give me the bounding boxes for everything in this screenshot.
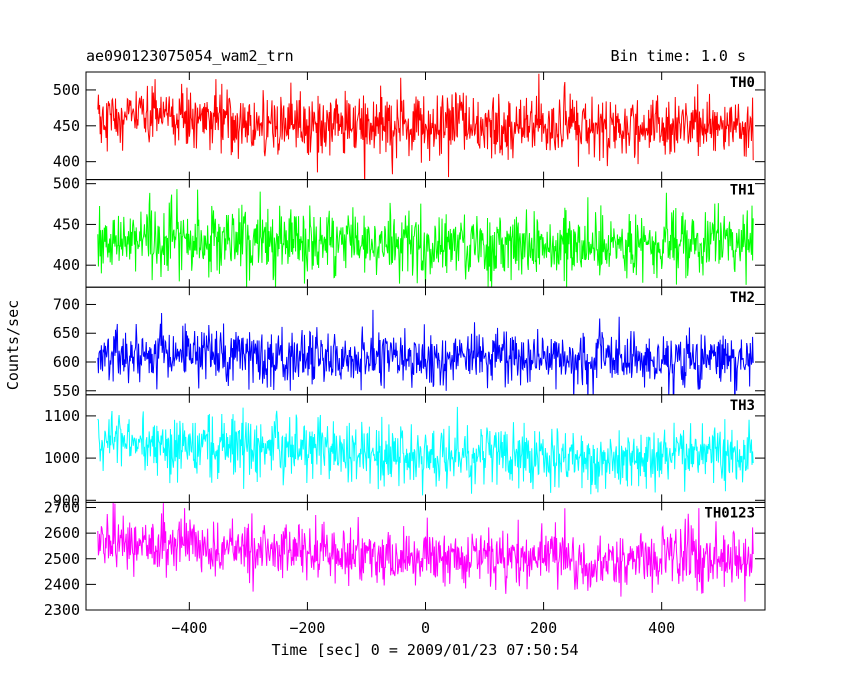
y-tick-label: 2700 <box>44 499 80 517</box>
y-tick-label: 600 <box>53 353 80 371</box>
y-tick-label: 400 <box>53 256 80 274</box>
series-line-th2 <box>97 309 754 395</box>
panel-th3: 900 1000 1100 TH3 <box>44 394 766 509</box>
y-tick-label: 450 <box>53 215 80 233</box>
y-tick-label: 2300 <box>44 601 80 619</box>
y-tick-label: 650 <box>53 324 80 342</box>
x-tick-label: 400 <box>648 619 675 637</box>
panel-th0: 400 450 500 TH0 <box>53 71 766 181</box>
y-tick-label: 500 <box>53 81 80 99</box>
y-tick-label: 500 <box>53 175 80 193</box>
panel-th2: 550 600 650 700 TH2 <box>53 286 766 400</box>
y-tick-label: 550 <box>53 382 80 400</box>
series-line-th0 <box>97 73 754 180</box>
y-axis-title: Counts/sec <box>4 300 22 390</box>
panels: 400 450 500 TH0 400 450 500 TH1 550 600 650 700 TH2 9… <box>44 71 766 637</box>
y-tick-label: 2600 <box>44 524 80 542</box>
series-line-th1 <box>97 189 754 288</box>
panel-label: TH1 <box>730 183 755 199</box>
x-axis-title: Time [sec] 0 = 2009/01/23 07:50:54 <box>271 641 578 659</box>
y-tick-label: 450 <box>53 117 80 135</box>
panel-label: TH0123 <box>704 505 755 521</box>
panel-label: TH0 <box>730 75 755 91</box>
panel-frame <box>85 501 766 611</box>
y-tick-label: 900 <box>53 491 80 509</box>
y-tick-label: 1000 <box>44 449 80 467</box>
chart-title: ae090123075054_wam2_trn <box>86 47 294 65</box>
y-tick-label: 700 <box>53 295 80 313</box>
panel-th0123: 2300 2400 2500 2600 2700 TH0123 <box>44 499 766 619</box>
x-tick-label: 200 <box>530 619 557 637</box>
y-tick-label: 400 <box>53 153 80 171</box>
y-tick-label: 2400 <box>44 575 80 593</box>
panel-th1: 400 450 500 TH1 <box>53 175 766 288</box>
x-tick-label: −200 <box>289 619 325 637</box>
bin-time-label: Bin time: 1.0 s <box>611 47 746 65</box>
panel-label: TH2 <box>730 290 755 306</box>
series-line-th0123 <box>97 502 754 602</box>
y-tick-label: 1100 <box>44 407 80 425</box>
panel-label: TH3 <box>730 398 755 414</box>
x-tick-label: 0 <box>421 619 430 637</box>
y-tick-label: 2500 <box>44 550 80 568</box>
series-line-th3 <box>97 406 754 496</box>
x-tick-label: −400 <box>171 619 207 637</box>
